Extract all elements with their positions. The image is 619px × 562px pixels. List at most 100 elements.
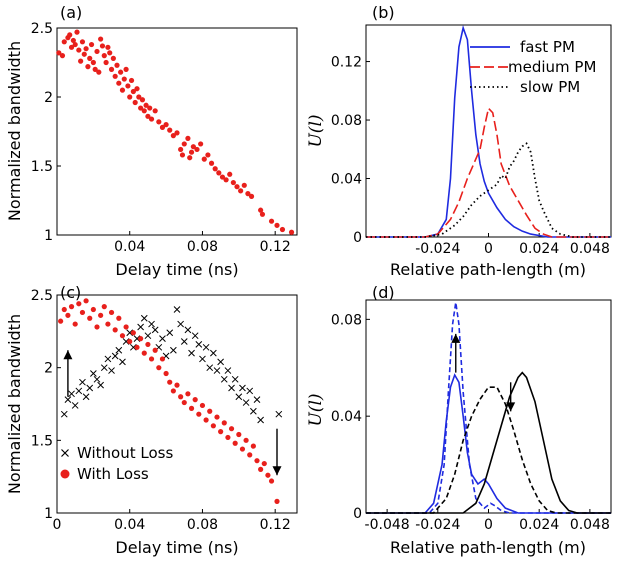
panel-c-arrow-head-0 [63,350,73,360]
panel-d-ytick-label-0: 0 [353,506,362,522]
panel-c-series1-point-28 [159,356,166,362]
panel-a-series0-point-1 [59,53,66,59]
panel-c-series1-point-39 [199,402,206,409]
panel-c-series1-point-12 [101,304,107,310]
panel-c-series1-point-11 [98,312,104,318]
panel-a-series0-point-15 [87,55,93,61]
panel-c-legend-label-0: Without Loss [77,444,173,462]
panel-a-series0-point-21 [98,36,104,42]
panel-a-series0-point-77 [241,182,247,188]
panel-c-series1-point-40 [203,417,209,423]
panel-b-xtick-label-0: -0.024 [415,241,460,257]
panel-b-xtick-label-2: 0.024 [519,241,559,257]
panel-c-series0-point-49 [239,384,246,392]
panel-c-series0-point-6 [82,393,90,401]
panel-a-series0-point-61 [187,155,193,161]
panel-b-legend-label-2: slow PM [520,78,580,96]
panel-c-series0-point-11 [100,364,108,372]
panel-c-series1-point-3 [68,304,75,310]
panel-c-series1-point-16 [116,315,122,321]
panel-c-series0-point-53 [253,396,261,403]
panel-c-series1-point-38 [196,411,202,417]
panel-a-series0-point-65 [198,141,204,147]
panel-d-marks [366,302,611,514]
panel-c-legend-marker-1 [60,469,70,479]
panel-d-xlabel: Relative path-length (m) [390,538,586,557]
panel-c-series1-point-22 [138,336,144,342]
panel-c-ytick-label-0: 1 [44,506,53,522]
panel-c-series1-point-55 [258,466,264,472]
panel-a-series0-point-6 [70,37,76,44]
panel-a-series0-point-83 [274,222,280,228]
panel-c-series1-point-34 [181,399,187,406]
panel-c-series0-point-4 [75,387,83,395]
panel-c-series0-point-35 [188,349,195,357]
panel-c-arrow-head-1 [272,466,282,476]
panel-a-series0-point-64 [194,146,200,153]
panel-a-series0-point-31 [116,80,122,86]
panel-a-series0-point-84 [279,226,286,233]
panel-a-series0-point-33 [119,87,126,93]
panel-a-series0-point-30 [114,62,120,68]
panel-c-series0-point-8 [90,370,97,377]
panel-a-ytick-label-1: 1.5 [31,159,53,175]
panel-a-series0-point-46 [143,102,149,108]
panel-c-series1-point-27 [156,365,162,371]
panel-c-ylabel: Normalized bandwidth [5,314,24,494]
panel-c-series1-point-17 [119,333,126,339]
panel-c-series1-point-58 [268,478,275,484]
panel-c-series1-point-54 [254,458,260,464]
panel-d-ylabel: U(l) [306,393,326,426]
panel-c-xtick-label-2: 0.08 [187,517,218,533]
panel-a-series0-point-18 [92,66,98,72]
panel-c-series1-point-37 [192,397,198,403]
panel-c-series0-point-45 [224,367,232,374]
panel-c-series1-point-53 [250,443,256,449]
panel-c-series1-point-57 [265,472,271,478]
panel-c-series1-point-0 [58,318,64,324]
panel-c-series1-point-7 [83,298,89,304]
panel-c-series1-point-47 [228,426,235,432]
panel-a-series0-point-28 [110,55,116,61]
panel-d: (d) -0.048 -0.024 0 0.024 0.048 0 0.04 0.08 Re… [306,283,612,557]
panel-a-series0-point-73 [227,171,233,177]
panel-a-series0-point-24 [103,59,109,66]
panel-a-series0-point-12 [81,51,87,57]
panel-c-series1-point-19 [127,338,133,345]
panel-c-series1-point-44 [218,429,224,435]
panel-c-series0-point-21 [137,323,144,331]
panel-a-xlabel: Delay time (ns) [115,260,238,279]
panel-c-series0-point-24 [148,320,155,328]
panel-a-series0-point-13 [83,46,89,52]
panel-d-series-line-0 [366,373,611,514]
panel-a-series0-point-9 [76,47,82,53]
panel-c-series0-point-51 [246,387,254,395]
panel-d-series-line-1 [366,302,611,514]
panel-c-series1-point-20 [130,330,136,336]
panel-c-series0-point-12 [104,355,112,363]
panel-c-series0-point-32 [177,320,184,328]
panel-c-series1-point-6 [79,309,86,316]
panel-c-series1-point-48 [232,440,238,446]
panel-a-series0-point-60 [185,135,191,141]
panel-a-series0-point-62 [188,149,195,155]
panel-c-series1-point-52 [247,452,253,458]
panel-a-series0-point-80 [258,207,264,213]
panel-c-series0-point-37 [195,341,203,348]
panel-a-series0-point-56 [174,130,180,136]
panel-a-series0-point-76 [238,188,244,194]
panel-c-series0-point-27 [159,335,166,342]
panel-a-xticks: 0.04 0.08 0.12 [114,231,291,255]
panel-c-series0-point-33 [180,338,188,345]
panel-a-series0-point-55 [170,133,176,139]
panel-a-series0-point-23 [101,53,107,59]
panel-b-xlabel: Relative path-length (m) [390,260,586,279]
panel-c-series1-point-56 [261,460,267,467]
panel-c-series1-point-49 [236,431,242,438]
panel-b-marks [366,25,611,238]
panel-a-series0-point-36 [125,83,131,89]
panel-b: (b) -0.024 0 0.024 0.048 0 0.04 0.08 0.12 fast… [306,3,612,279]
panel-a-series0-point-10 [78,58,84,64]
panel-a-series0-point-43 [138,105,144,111]
